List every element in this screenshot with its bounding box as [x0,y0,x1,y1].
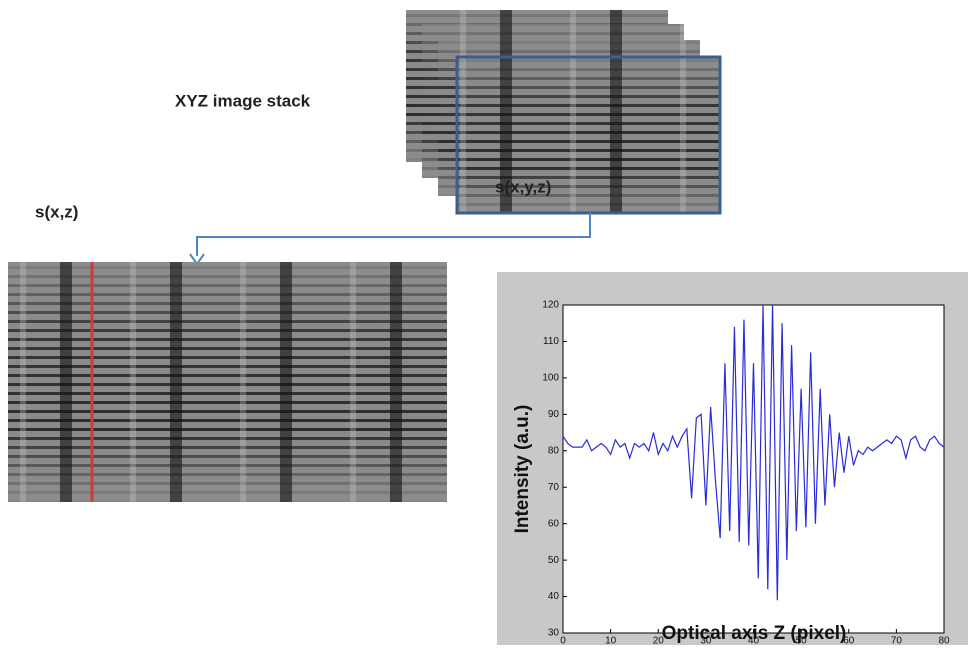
voxel-label: s(x,y,z) [495,177,551,196]
y-tick-label: 30 [548,628,560,639]
y-tick-label: 120 [542,300,559,311]
slice-image [8,262,447,502]
y-tick-label: 90 [548,409,560,420]
y-tick-label: 80 [548,445,560,456]
x-tick-label: 60 [843,636,855,647]
y-tick-label: 70 [548,482,560,493]
y-tick-label: 110 [543,336,559,347]
x-tick-label: 40 [748,636,760,647]
plot-area [562,304,945,634]
stack-label: XYZ image stack [175,91,311,110]
x-tick-label: 50 [796,636,808,647]
image-stack [406,10,722,215]
x-tick-label: 20 [653,636,665,647]
x-tick-label: 80 [938,636,950,647]
x-tick-label: 70 [891,636,903,647]
arrow [196,213,591,256]
y-tick-label: 60 [548,518,560,529]
x-tick-label: 10 [605,636,617,647]
y-tick-label: 40 [548,591,560,602]
x-tick-label: 30 [700,636,712,647]
x-axis-label: Optical axis Z (pixel) [662,623,847,644]
y-axis-label: Intensity (a.u.) [512,405,533,534]
y-tick-label: 100 [542,373,559,384]
line [562,304,945,601]
y-tick-label: 50 [548,555,560,566]
x-tick-label: 0 [560,636,566,647]
slice-label: s(x,z) [35,202,78,221]
